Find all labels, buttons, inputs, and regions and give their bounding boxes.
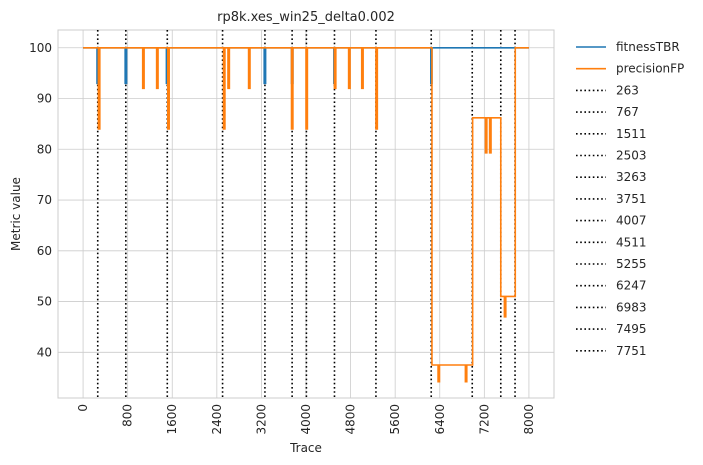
legend-box: [566, 30, 696, 352]
vertical-lines-layer: [96, 30, 516, 398]
legend-label: 6247: [616, 279, 647, 293]
y-tick-label: 50: [37, 295, 52, 309]
legend-label: 1511: [616, 127, 647, 141]
legend: fitnessTBR precisionFP 263 767 1511 2503 3263 3…: [566, 30, 696, 358]
chart-title: rp8k.xes_win25_delta0.002: [217, 10, 395, 25]
legend-label: 4511: [616, 235, 647, 249]
y-tick-label: 100: [29, 41, 52, 55]
tick-labels-layer: 40 50 60 70 80 90 100 0 800 1600 2400 3200 4000 4800 5…: [29, 41, 536, 435]
series-layer: [83, 46, 529, 383]
legend-label: 2503: [616, 149, 647, 163]
y-tick-label: 40: [37, 345, 52, 359]
legend-label: precisionFP: [616, 62, 684, 76]
legend-label: 3751: [616, 192, 647, 206]
x-tick-label: 1600: [165, 404, 179, 435]
x-tick-label: 6400: [433, 404, 447, 435]
x-tick-label: 5600: [388, 404, 402, 435]
legend-label: 6983: [616, 300, 647, 314]
x-tick-label: 0: [76, 404, 90, 412]
legend-label: 5255: [616, 257, 647, 271]
legend-label: 7751: [616, 344, 647, 358]
y-tick-label: 90: [37, 92, 52, 106]
y-tick-label: 60: [37, 244, 52, 258]
x-tick-label: 4000: [299, 404, 313, 435]
x-tick-label: 800: [121, 404, 135, 427]
y-axis-label: Metric value: [9, 177, 23, 251]
y-tick-label: 70: [37, 193, 52, 207]
legend-label: 7495: [616, 322, 647, 336]
legend-label: 3263: [616, 170, 647, 184]
x-tick-label: 8000: [522, 404, 536, 435]
legend-label: fitnessTBR: [616, 40, 680, 54]
legend-label: 767: [616, 105, 639, 119]
y-tick-label: 80: [37, 142, 52, 156]
legend-label: 4007: [616, 214, 647, 228]
x-tick-label: 2400: [210, 404, 224, 435]
x-tick-label: 7200: [477, 404, 491, 435]
series-line-precisionFP: [83, 46, 529, 383]
x-tick-label: 4800: [344, 404, 358, 435]
legend-label: 263: [616, 83, 639, 97]
x-axis-label: Trace: [289, 441, 322, 455]
x-tick-label: 3200: [254, 404, 268, 435]
